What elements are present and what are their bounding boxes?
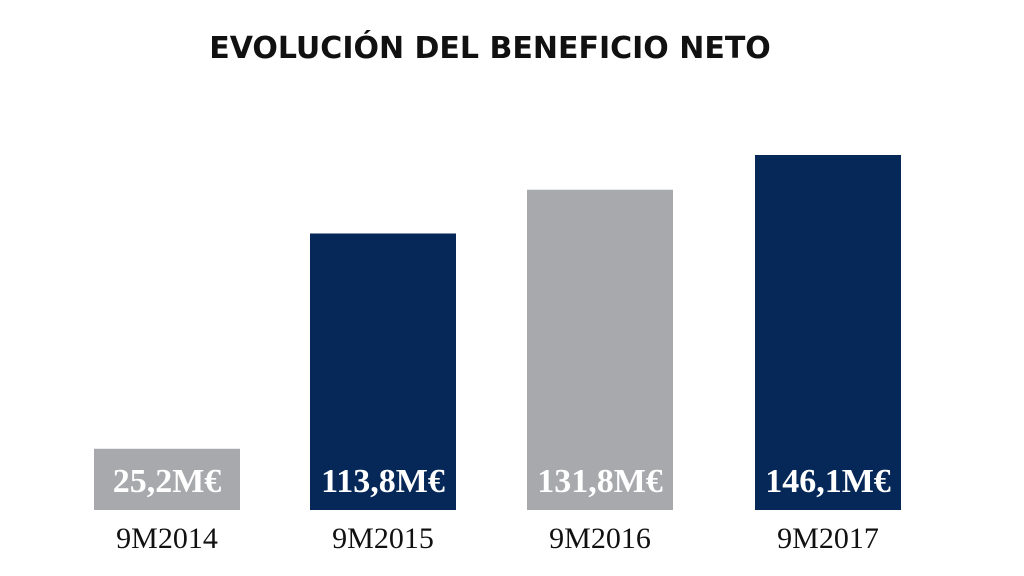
bar xyxy=(755,155,901,510)
bar xyxy=(527,189,673,510)
value-label: 113,8M€ xyxy=(321,463,445,500)
value-label: 25,2M€ xyxy=(113,463,222,500)
x-tick-label: 9M2014 xyxy=(116,522,218,555)
value-label: 131,8M€ xyxy=(537,463,663,500)
bar xyxy=(94,448,240,510)
x-tick-label: 9M2017 xyxy=(777,522,879,555)
x-tick-label: 9M2015 xyxy=(332,522,434,555)
bar xyxy=(310,233,456,510)
chart-title: EVOLUCIÓN DEL BENEFICIO NETO xyxy=(209,29,771,66)
value-label: 146,1M€ xyxy=(765,463,891,500)
x-tick-label: 9M2016 xyxy=(549,522,651,555)
